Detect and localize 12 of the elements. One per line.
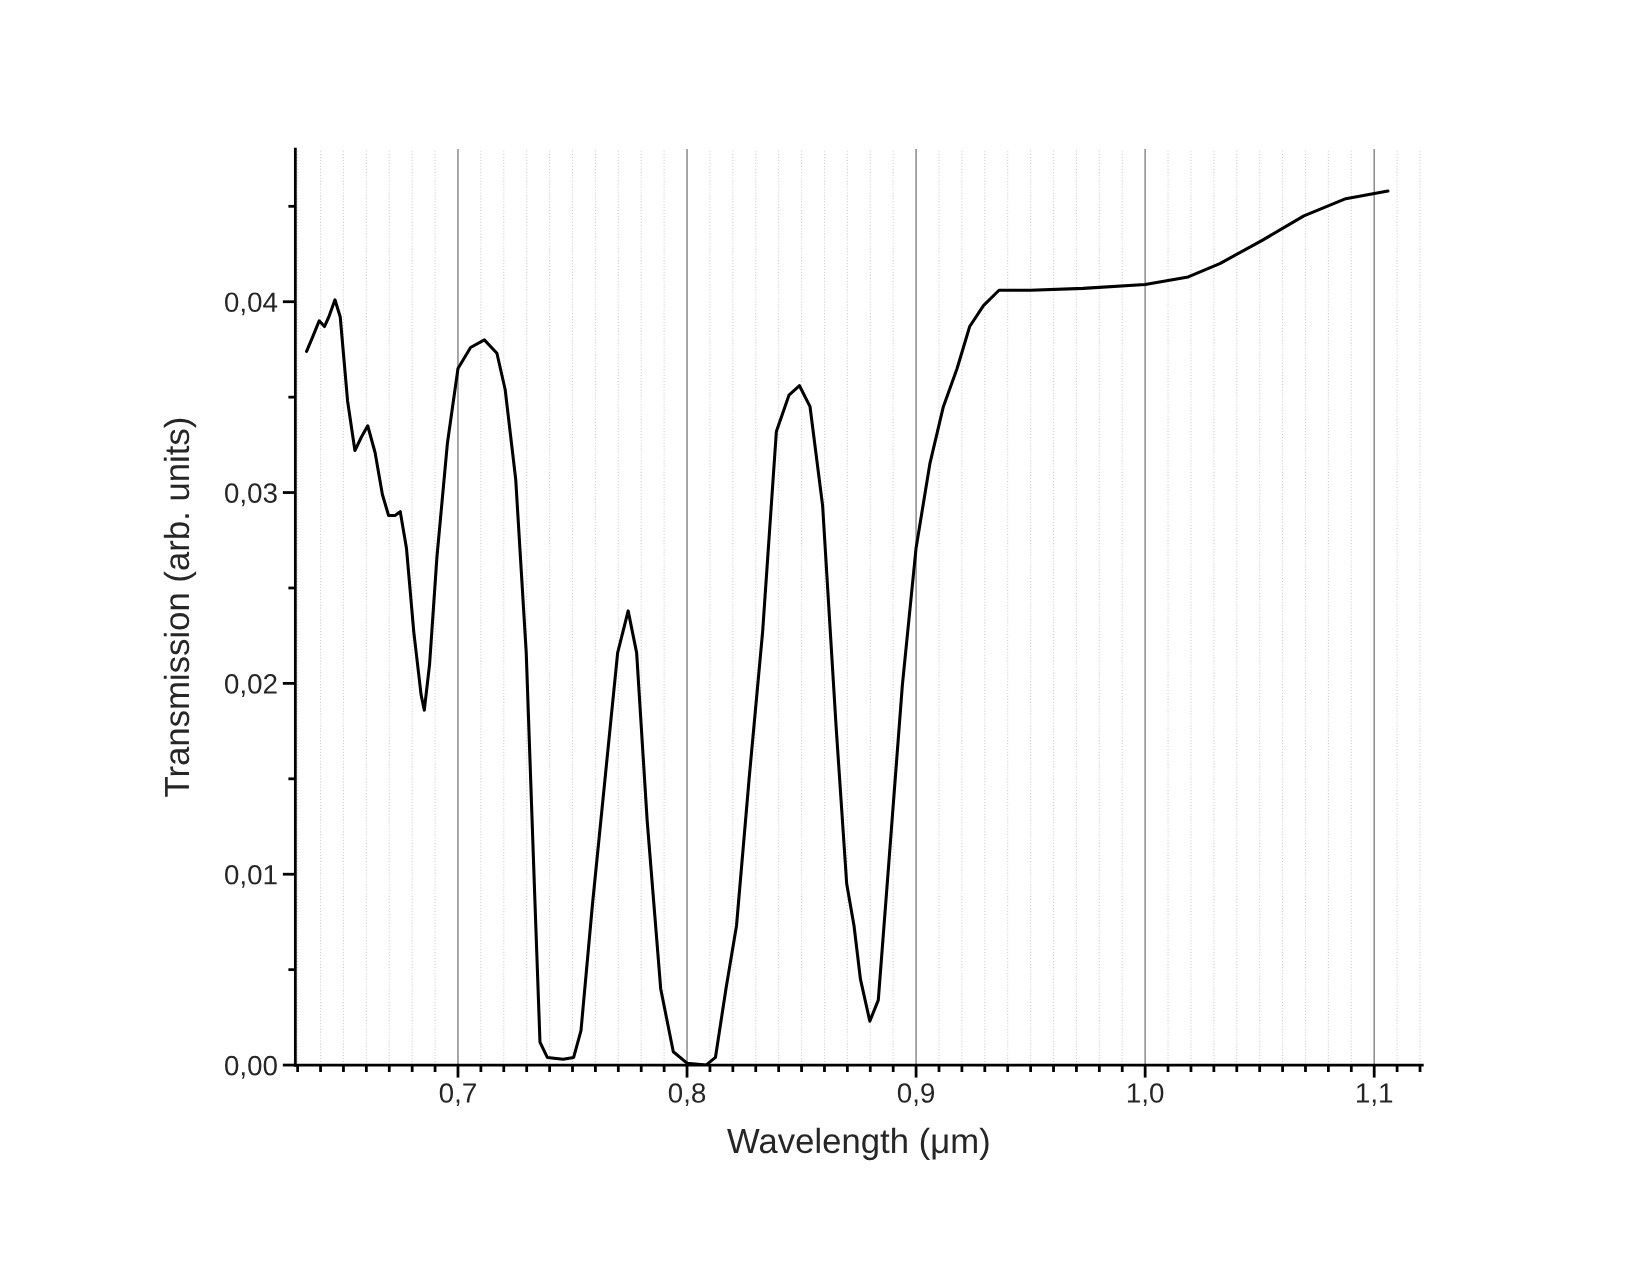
y-tick-label: 0,02 xyxy=(225,674,277,698)
x-tick-label: 1,0 xyxy=(1127,1083,1164,1107)
y-axis-title: Transmission (arb. units) xyxy=(163,418,197,797)
x-tick-label: 0,8 xyxy=(668,1083,706,1107)
y-tick-label: 0,01 xyxy=(225,864,277,888)
x-tick-label: 0,7 xyxy=(439,1083,476,1107)
y-tick-label: 0,00 xyxy=(225,1055,277,1079)
x-tick-label: 1,1 xyxy=(1357,1083,1393,1107)
y-tick-label: 0,03 xyxy=(225,483,277,507)
x-tick-label: 0,9 xyxy=(897,1083,935,1107)
x-axis-title: Wavelength (μm) xyxy=(727,1127,989,1161)
y-tick-label: 0,04 xyxy=(225,292,278,316)
